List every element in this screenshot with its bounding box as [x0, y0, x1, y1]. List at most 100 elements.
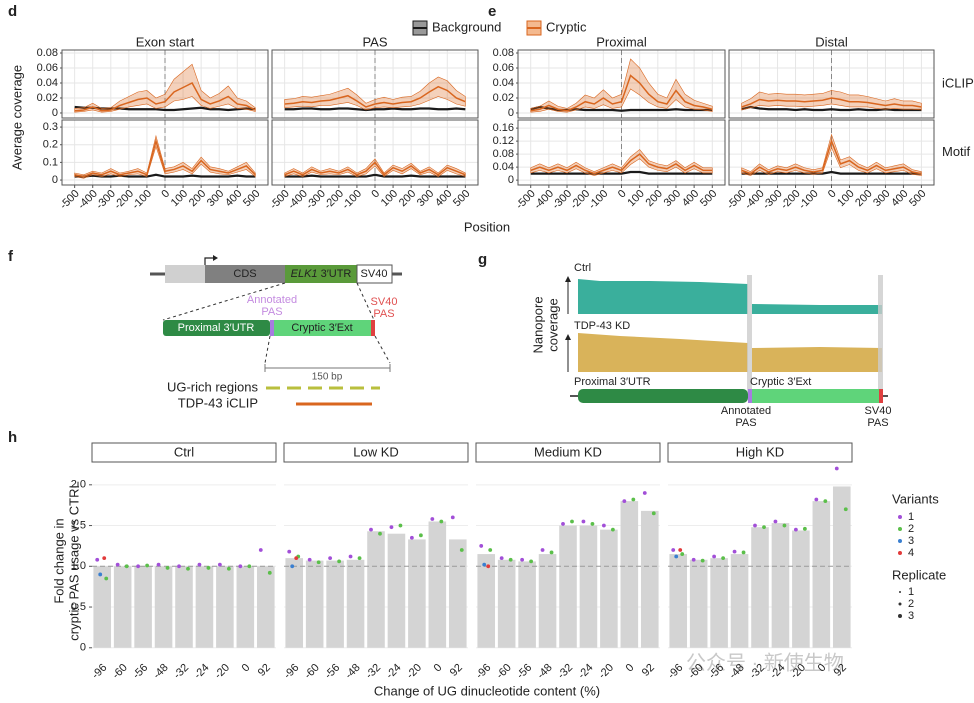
coverage-area [752, 347, 882, 372]
bar [751, 527, 769, 648]
watermark: 公众号 · 新使生物 [686, 651, 844, 674]
track-label: TDP-43 iCLIP [178, 395, 258, 410]
proximal-box [578, 389, 748, 403]
bar [346, 559, 365, 648]
x-tick-label: 200 [644, 188, 665, 209]
pas-mark [879, 389, 883, 403]
gene-name: ELK1 [291, 268, 318, 280]
y-label: coverage [545, 298, 560, 351]
point [98, 572, 103, 577]
point [145, 563, 150, 568]
y-tick-label: 0.06 [37, 62, 58, 74]
gene-suffix: 3′UTR [318, 268, 352, 280]
track-label: TDP-43 KD [574, 320, 630, 332]
point [479, 544, 484, 548]
box-label: CDS [233, 268, 256, 280]
bar [236, 566, 255, 648]
point [540, 548, 545, 552]
arrow-head [565, 334, 571, 340]
bar [216, 566, 234, 648]
coverage-area [578, 333, 748, 372]
x-tick-label: -60 [494, 662, 514, 682]
y-tick-label: 0.08 [37, 47, 58, 59]
y-tick-label: 0 [508, 107, 514, 119]
track-label: Ctrl [574, 262, 591, 274]
panel-label: d [8, 3, 17, 20]
point [601, 523, 606, 528]
point [712, 554, 717, 559]
point [802, 526, 807, 531]
strip [475, 442, 661, 463]
y-tick-label: 0.02 [493, 92, 514, 104]
point [631, 497, 636, 502]
x-tick-label: 100 [835, 188, 856, 209]
bar [195, 566, 214, 648]
y-tick-label: 0.16 [493, 122, 514, 134]
pas-highlight [878, 275, 883, 397]
facet-title: Low KD [353, 444, 399, 459]
box-label: ELK1 3′UTR [291, 268, 352, 280]
point [753, 523, 757, 528]
x-tick-label: 400 [889, 188, 910, 209]
y-tick-label: 0.06 [493, 62, 514, 74]
facet-title: High KD [736, 444, 784, 459]
legend-swatch [898, 539, 902, 543]
x-tick-label: 400 [680, 188, 701, 209]
point [782, 523, 787, 528]
x-tick-label: -32 [555, 662, 575, 682]
series-line [741, 105, 922, 112]
facet-title: Ctrl [174, 444, 194, 459]
point [226, 566, 231, 571]
bar [134, 566, 152, 648]
bar [408, 539, 426, 648]
bar [640, 510, 659, 648]
point [247, 564, 252, 569]
point [287, 549, 292, 554]
x-tick-label: 400 [223, 188, 244, 209]
point [206, 566, 211, 570]
strip [283, 442, 469, 463]
bar [367, 531, 385, 648]
annotation: Annotated [721, 405, 771, 417]
bar [600, 529, 618, 648]
ribbon [741, 90, 922, 111]
y-tick-label: 0 [508, 174, 514, 186]
bar [792, 530, 810, 648]
point [177, 564, 181, 569]
arrow-head [213, 255, 218, 261]
region-label: Proximal 3′UTR [574, 376, 651, 388]
point [238, 564, 243, 569]
strip [91, 442, 277, 463]
point [369, 527, 373, 532]
ribbon [284, 76, 466, 111]
legend-title: Replicate [892, 567, 946, 582]
y-tick-label: 0.08 [493, 47, 514, 59]
coverage-area [578, 279, 748, 314]
point [439, 519, 444, 524]
pas-mark [270, 320, 274, 336]
y-label: Nanopore [530, 296, 545, 353]
x-tick-label: -32 [363, 662, 383, 682]
ribbon [530, 58, 713, 113]
bar [538, 554, 557, 648]
x-tick-label: -24 [576, 662, 596, 682]
y-tick-label: 2.0 [71, 479, 86, 491]
point [561, 522, 565, 526]
x-tick-label: -20 [212, 662, 232, 682]
point [834, 466, 839, 471]
box-label: Cryptic 3′Ext [291, 322, 352, 334]
box-label: Proximal 3′UTR [178, 322, 255, 334]
cryptic-box [752, 389, 879, 403]
bar [113, 566, 132, 648]
promoter-arrow [204, 257, 216, 265]
legend-label: 3 [908, 610, 914, 622]
y-label: Fold change in [51, 518, 66, 603]
x-tick-label: 0 [624, 662, 637, 675]
panel-label: f [8, 248, 14, 265]
legend-label: 2 [908, 523, 914, 535]
point [482, 562, 487, 567]
bar [326, 560, 344, 648]
point [102, 556, 107, 561]
legend-swatch [899, 591, 901, 593]
